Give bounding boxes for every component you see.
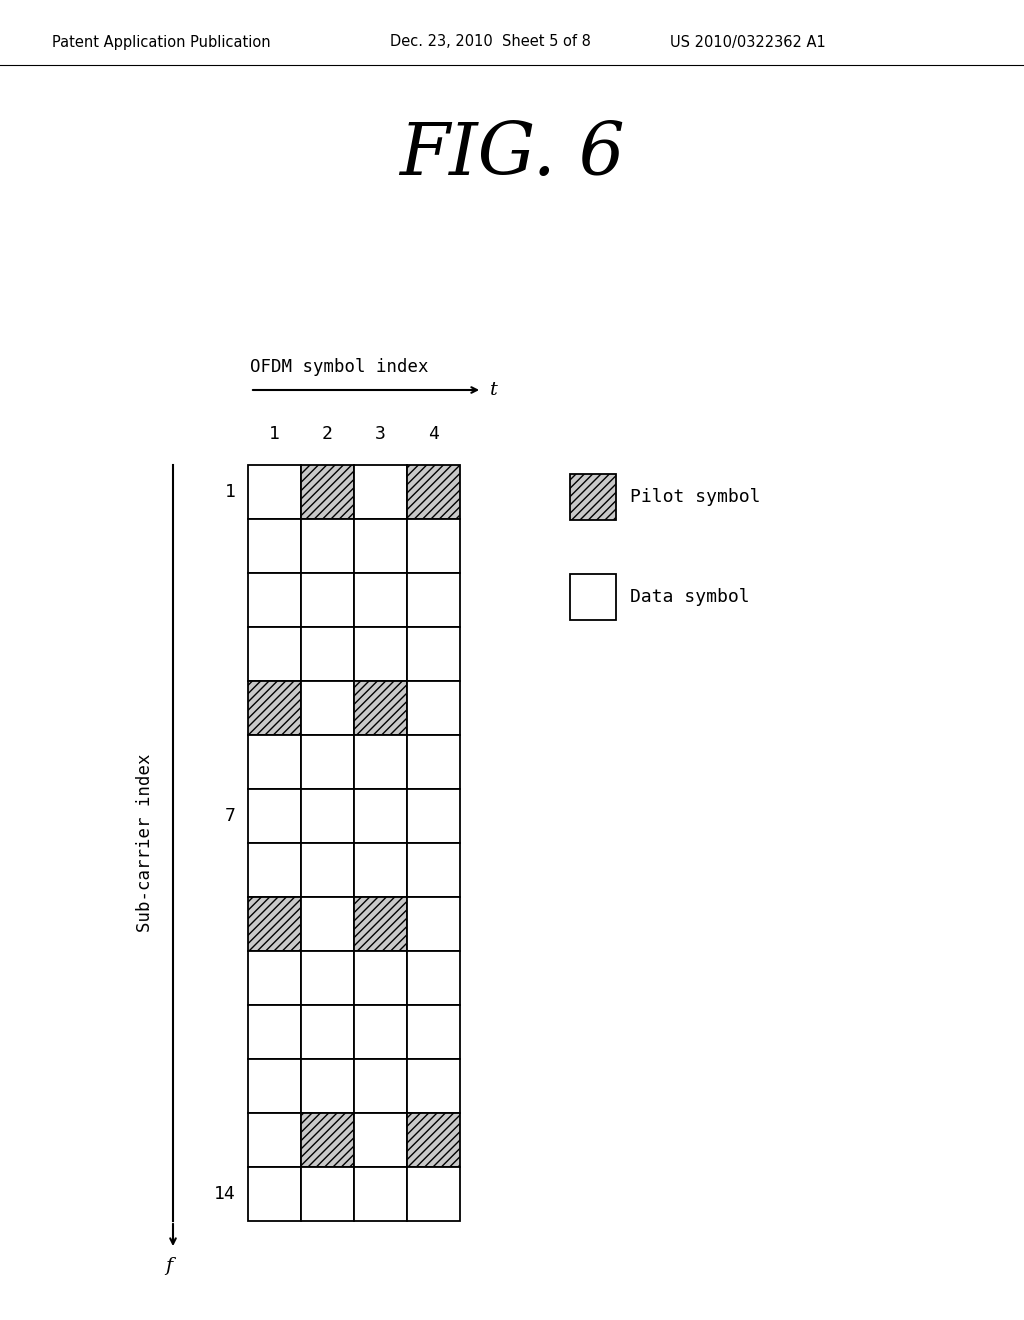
Text: 7: 7 <box>225 807 236 825</box>
Bar <box>248 627 301 681</box>
Bar <box>570 474 616 520</box>
Text: Data symbol: Data symbol <box>630 587 750 606</box>
Bar <box>301 627 354 681</box>
Bar <box>407 465 460 519</box>
Bar <box>354 1005 407 1059</box>
Bar <box>407 1059 460 1113</box>
Bar <box>301 1167 354 1221</box>
Text: 1: 1 <box>269 425 280 444</box>
Bar <box>248 950 301 1005</box>
Text: Sub-carrier index: Sub-carrier index <box>136 754 154 932</box>
Bar <box>301 735 354 789</box>
Bar <box>301 519 354 573</box>
Bar <box>301 1059 354 1113</box>
Bar <box>248 1005 301 1059</box>
Bar <box>407 843 460 898</box>
Bar <box>248 465 301 519</box>
Text: Patent Application Publication: Patent Application Publication <box>52 34 270 49</box>
Bar <box>354 573 407 627</box>
Bar <box>248 681 301 735</box>
Text: FIG. 6: FIG. 6 <box>399 120 625 190</box>
Bar <box>354 789 407 843</box>
Text: f: f <box>165 1257 173 1275</box>
Text: Dec. 23, 2010  Sheet 5 of 8: Dec. 23, 2010 Sheet 5 of 8 <box>390 34 591 49</box>
Text: t: t <box>490 381 498 399</box>
Bar <box>354 627 407 681</box>
Bar <box>354 735 407 789</box>
Bar <box>407 627 460 681</box>
Bar <box>248 1113 301 1167</box>
Bar <box>354 1167 407 1221</box>
Bar <box>407 1167 460 1221</box>
Text: Pilot symbol: Pilot symbol <box>630 488 761 506</box>
Bar <box>248 573 301 627</box>
Bar <box>248 735 301 789</box>
Bar <box>354 898 407 950</box>
Text: US 2010/0322362 A1: US 2010/0322362 A1 <box>670 34 825 49</box>
Bar <box>301 898 354 950</box>
Text: 3: 3 <box>375 425 386 444</box>
Bar <box>354 843 407 898</box>
Bar <box>301 681 354 735</box>
Bar <box>301 843 354 898</box>
Bar <box>570 574 616 620</box>
Bar <box>248 1167 301 1221</box>
Bar <box>407 1005 460 1059</box>
Bar <box>354 950 407 1005</box>
Bar <box>407 519 460 573</box>
Bar <box>354 1059 407 1113</box>
Text: 2: 2 <box>323 425 333 444</box>
Bar <box>407 950 460 1005</box>
Bar <box>301 573 354 627</box>
Bar <box>248 519 301 573</box>
Bar <box>301 1005 354 1059</box>
Text: 14: 14 <box>214 1185 236 1203</box>
Bar <box>407 789 460 843</box>
Bar <box>301 1113 354 1167</box>
Bar <box>301 789 354 843</box>
Bar <box>301 465 354 519</box>
Bar <box>354 465 407 519</box>
Text: 4: 4 <box>428 425 439 444</box>
Bar <box>354 1113 407 1167</box>
Bar <box>248 898 301 950</box>
Bar <box>407 1113 460 1167</box>
Bar <box>407 573 460 627</box>
Bar <box>354 681 407 735</box>
Bar <box>354 519 407 573</box>
Bar <box>248 1059 301 1113</box>
Bar <box>407 735 460 789</box>
Bar <box>407 681 460 735</box>
Bar <box>407 898 460 950</box>
Bar <box>248 789 301 843</box>
Text: 1: 1 <box>225 483 236 502</box>
Bar <box>248 843 301 898</box>
Bar <box>301 950 354 1005</box>
Text: OFDM symbol index: OFDM symbol index <box>250 358 428 376</box>
